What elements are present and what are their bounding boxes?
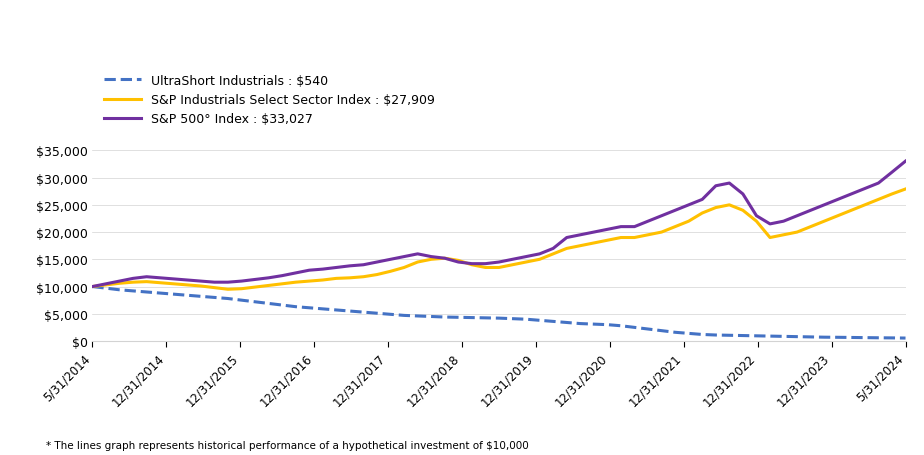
S&P 500° Index : $33,027: (2, 1.13e+04): $33,027: (2, 1.13e+04) xyxy=(249,277,261,283)
UltraShort Industrials : $540: (10, 540): $540: (10, 540) xyxy=(900,336,911,341)
S&P Industrials Select Sector Index : $27,909: (3.67, 1.28e+04): $27,909: (3.67, 1.28e+04) xyxy=(385,269,396,274)
S&P Industrials Select Sector Index : $27,909: (2.17, 1.02e+04): $27,909: (2.17, 1.02e+04) xyxy=(263,283,274,288)
S&P 500° Index : $33,027: (3.5, 1.45e+04): $33,027: (3.5, 1.45e+04) xyxy=(371,260,383,265)
S&P Industrials Select Sector Index : $27,909: (5.5, 1.5e+04): $27,909: (5.5, 1.5e+04) xyxy=(534,257,545,263)
S&P 500° Index : $33,027: (0, 1e+04): $33,027: (0, 1e+04) xyxy=(87,284,98,290)
S&P Industrials Select Sector Index : $27,909: (1.67, 9.5e+03): $27,909: (1.67, 9.5e+03) xyxy=(223,287,234,293)
S&P Industrials Select Sector Index : $27,909: (2.5, 1.08e+04): $27,909: (2.5, 1.08e+04) xyxy=(290,280,301,285)
S&P 500° Index : $33,027: (5.33, 1.55e+04): $33,027: (5.33, 1.55e+04) xyxy=(520,254,531,260)
S&P Industrials Select Sector Index : $27,909: (6.17, 1.8e+04): $27,909: (6.17, 1.8e+04) xyxy=(589,241,600,246)
Line: S&P 500° Index : $33,027: S&P 500° Index : $33,027 xyxy=(92,162,906,287)
Line: S&P Industrials Select Sector Index : $27,909: S&P Industrials Select Sector Index : $2… xyxy=(92,190,906,290)
UltraShort Industrials : $540: (2, 7.2e+03): $540: (2, 7.2e+03) xyxy=(249,299,261,305)
S&P 500° Index : $33,027: (6, 1.95e+04): $33,027: (6, 1.95e+04) xyxy=(575,233,586,238)
S&P Industrials Select Sector Index : $27,909: (10, 2.79e+04): $27,909: (10, 2.79e+04) xyxy=(900,187,911,192)
UltraShort Industrials : $540: (3.5, 5.1e+03): $540: (3.5, 5.1e+03) xyxy=(371,311,383,316)
S&P 500° Index : $33,027: (8.67, 2.3e+04): $33,027: (8.67, 2.3e+04) xyxy=(792,213,803,219)
S&P 500° Index : $33,027: (10, 3.3e+04): $33,027: (10, 3.3e+04) xyxy=(900,159,911,165)
S&P Industrials Select Sector Index : $27,909: (8.83, 2.1e+04): $27,909: (8.83, 2.1e+04) xyxy=(805,224,816,230)
UltraShort Industrials : $540: (0, 1e+04): $540: (0, 1e+04) xyxy=(87,284,98,290)
S&P Industrials Select Sector Index : $27,909: (0, 1e+04): $27,909: (0, 1e+04) xyxy=(87,284,98,290)
UltraShort Industrials : $540: (2.33, 6.6e+03): $540: (2.33, 6.6e+03) xyxy=(276,303,287,308)
Legend: UltraShort Industrials : $540, S&P Industrials Select Sector Index : $27,909, S&: UltraShort Industrials : $540, S&P Indus… xyxy=(99,70,440,131)
Line: UltraShort Industrials : $540: UltraShort Industrials : $540 xyxy=(92,287,906,339)
UltraShort Industrials : $540: (5.33, 4e+03): $540: (5.33, 4e+03) xyxy=(520,317,531,322)
Text: * The lines graph represents historical performance of a hypothetical investment: * The lines graph represents historical … xyxy=(46,440,529,450)
S&P 500° Index : $33,027: (2.33, 1.2e+04): $33,027: (2.33, 1.2e+04) xyxy=(276,273,287,279)
UltraShort Industrials : $540: (6, 3.2e+03): $540: (6, 3.2e+03) xyxy=(575,321,586,327)
UltraShort Industrials : $540: (8.67, 800): $540: (8.67, 800) xyxy=(792,334,803,339)
